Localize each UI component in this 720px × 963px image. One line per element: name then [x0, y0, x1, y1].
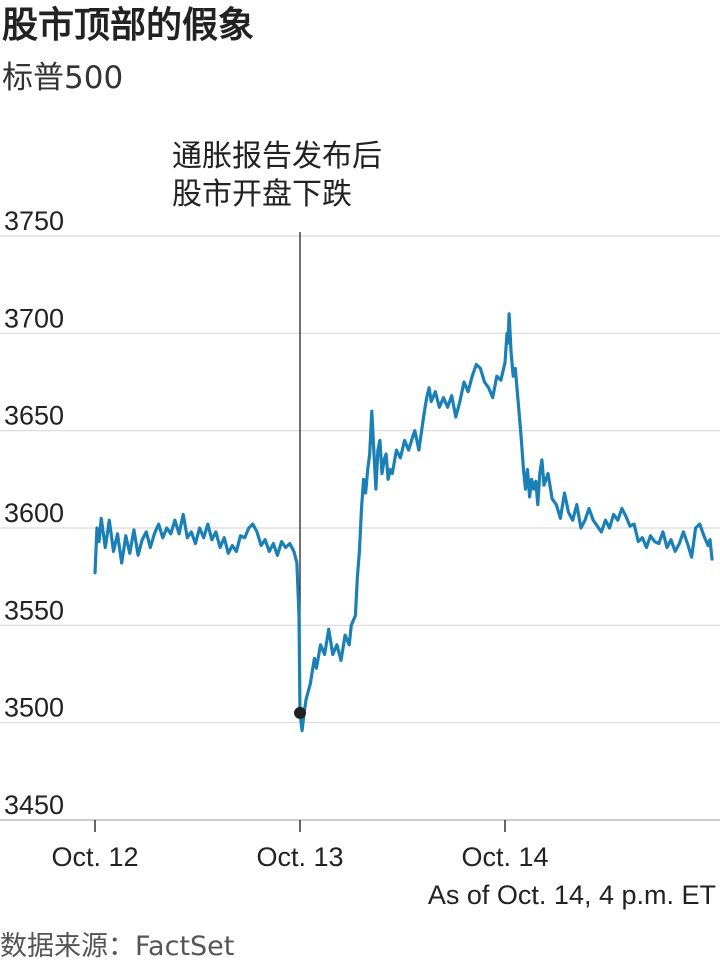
page-subtitle: 标普500 [2, 60, 124, 96]
annotation-marker [294, 706, 306, 719]
x-tick-label: Oct. 14 [461, 842, 548, 872]
annotation-text: 通胀报告发布后 [172, 139, 382, 174]
y-tick-label: 3600 [4, 498, 64, 528]
x-axis-labels: Oct. 12 Oct. 13 Oct. 14 [51, 842, 548, 872]
x-tick-label: Oct. 13 [256, 842, 343, 872]
x-tick-label: Oct. 12 [51, 842, 138, 872]
as-of-note: As of Oct. 14, 4 p.m. ET [427, 880, 716, 910]
y-tick-label: 3550 [4, 595, 64, 625]
series-line [93, 312, 714, 733]
y-tick-label: 3650 [4, 401, 64, 431]
source-note: 数据来源：FactSet [0, 931, 235, 962]
page-title: 股市顶部的假象 [2, 5, 255, 46]
annotation-text: 股市开盘下跌 [172, 177, 352, 212]
y-tick-label: 3500 [4, 693, 64, 723]
series-layer [93, 312, 714, 733]
y-tick-label: 3450 [4, 790, 64, 820]
x-axis [94, 820, 506, 832]
y-tick-label: 3750 [4, 206, 64, 236]
y-axis-labels: 3750 3700 3650 3600 3550 3500 3450 [4, 206, 64, 820]
y-tick-label: 3700 [4, 303, 64, 333]
